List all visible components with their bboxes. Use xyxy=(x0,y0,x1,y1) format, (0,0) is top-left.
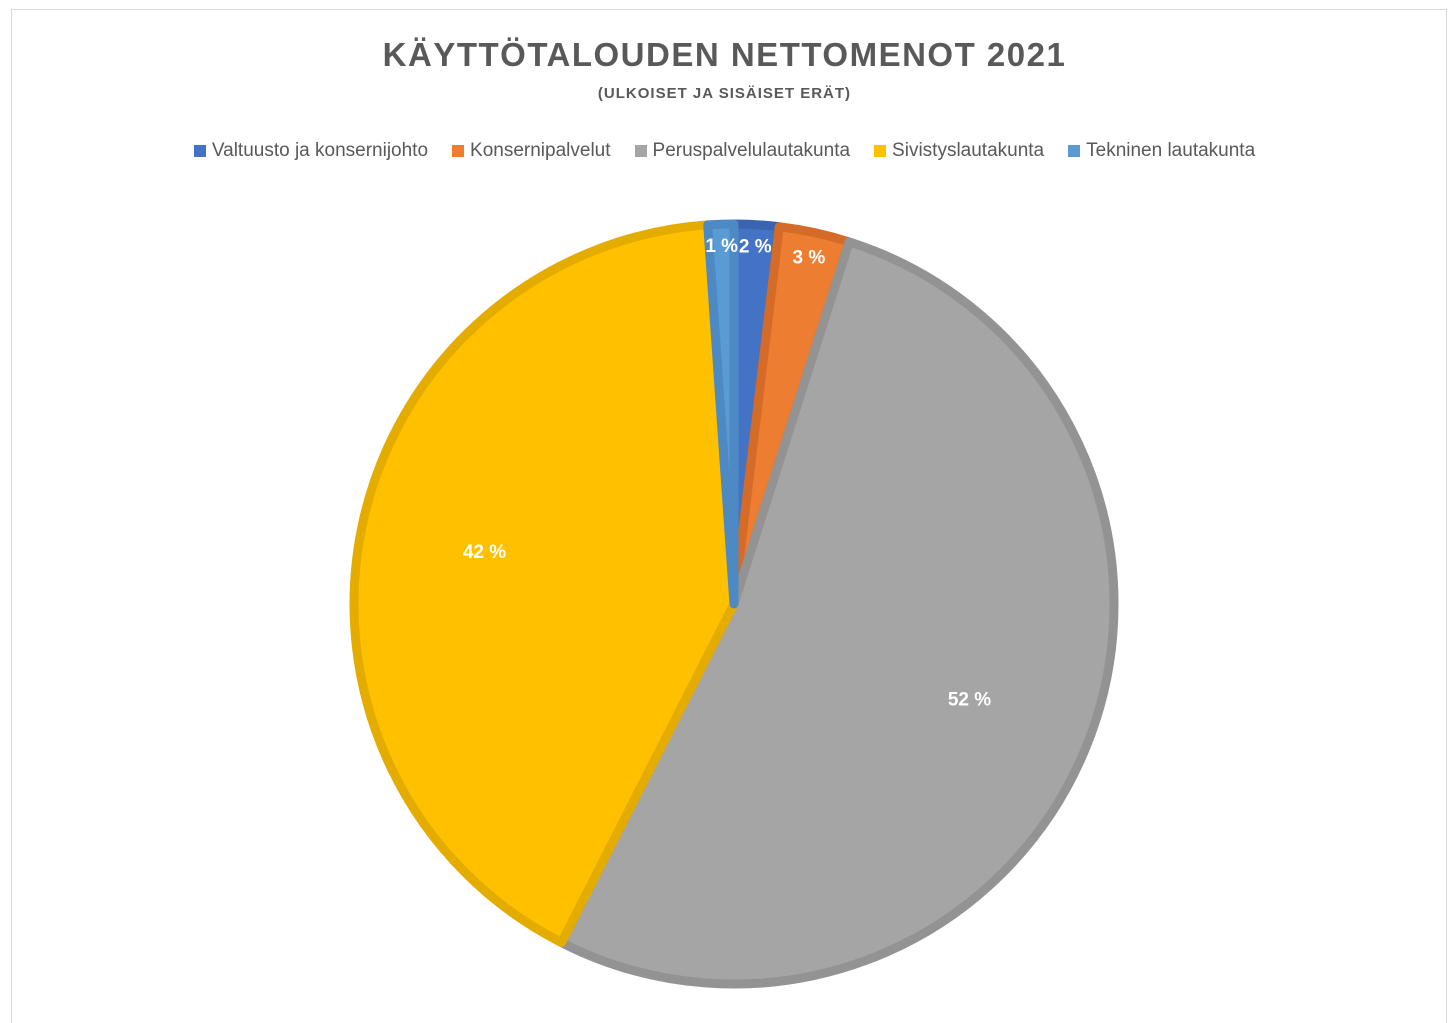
legend-item-sivistys: Sivistyslautakunta xyxy=(874,140,1044,162)
pie-slice-tekninen xyxy=(703,219,739,609)
pie-slice-peruspalvelu xyxy=(556,237,1119,989)
legend-label-tekninen: Tekninen lautakunta xyxy=(1086,140,1256,161)
legend-item-konsernipalvelut: Konsernipalvelut xyxy=(452,140,611,162)
legend-swatch-valtuusto xyxy=(193,145,206,157)
data-label-valtuusto: 2 % xyxy=(739,236,772,257)
data-label-konsernipalvelut: 3 % xyxy=(793,248,826,269)
legend-item-valtuusto: Valtuusto ja konsernijohto xyxy=(193,140,429,162)
chart-title: KÄYTTÖTALOUDEN NETTOMENOT 2021 xyxy=(382,36,1067,73)
legend-item-tekninen: Tekninen lautakunta xyxy=(1068,140,1255,162)
chart-subtitle: (ULKOISET JA SISÄISET ERÄT) xyxy=(597,85,852,102)
data-label-tekninen: 1 % xyxy=(705,236,738,257)
pie-slice-sivistys xyxy=(349,220,739,948)
legend-swatch-tekninen xyxy=(1068,145,1081,157)
pie-slices xyxy=(349,219,1119,989)
legend-label-konsernipalvelut: Konsernipalvelut xyxy=(470,140,611,161)
legend-label-valtuusto: Valtuusto ja konsernijohto xyxy=(211,140,429,161)
legend-label-peruspalvelu: Peruspalvelulautakunta xyxy=(652,140,851,161)
chart-legend: Valtuusto ja konsernijohto Konsernipalve… xyxy=(0,140,1449,162)
data-label-peruspalvelu: 52 % xyxy=(948,690,991,711)
legend-label-sivistys: Sivistyslautakunta xyxy=(892,140,1045,161)
legend-swatch-sivistys xyxy=(874,145,887,157)
data-label-sivistys: 42 % xyxy=(463,542,506,563)
legend-swatch-konsernipalvelut xyxy=(452,145,465,157)
legend-item-peruspalvelu: Peruspalvelulautakunta xyxy=(634,140,851,162)
legend-swatch-peruspalvelu xyxy=(634,145,647,157)
pie-data-labels: 2 % 3 % 52 % 42 % 1 % xyxy=(463,236,991,711)
